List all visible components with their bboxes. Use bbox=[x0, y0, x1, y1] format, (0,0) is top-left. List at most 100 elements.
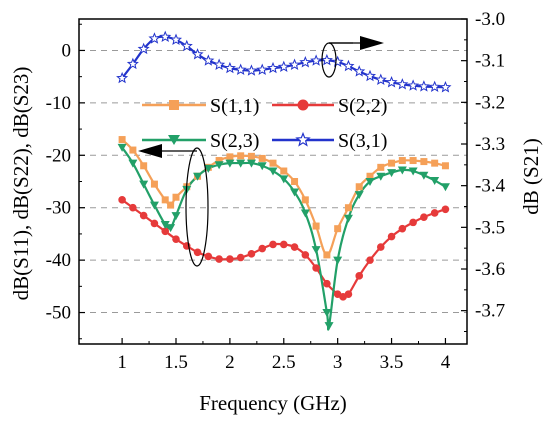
data-point-s23 bbox=[387, 169, 397, 178]
data-point-s11 bbox=[269, 159, 277, 167]
left-y-tick-label: -50 bbox=[46, 303, 71, 324]
data-point-s11 bbox=[140, 162, 148, 170]
data-point-s23 bbox=[203, 164, 213, 173]
legend-item-s31: S(3,1) bbox=[272, 130, 387, 152]
x-tick-label: 2 bbox=[225, 352, 235, 373]
legend-item-s23: S(2,3) bbox=[142, 130, 259, 152]
data-point-s23 bbox=[225, 159, 235, 168]
data-point-s23 bbox=[376, 172, 386, 181]
right-axis-arrow-head bbox=[360, 36, 384, 50]
series-line-s23 bbox=[121, 146, 446, 331]
data-point-s11 bbox=[237, 152, 245, 160]
data-point-s31 bbox=[234, 63, 247, 75]
data-point-s22 bbox=[323, 279, 331, 288]
data-point-s23 bbox=[311, 246, 321, 255]
data-point-s31 bbox=[342, 59, 355, 72]
data-point-s31 bbox=[310, 54, 323, 66]
right-y-axis-title: dB (S21) bbox=[519, 138, 543, 214]
data-point-s31 bbox=[116, 71, 129, 84]
data-point-s22 bbox=[172, 235, 180, 243]
left-y-tick-label: -40 bbox=[46, 250, 71, 271]
legend-label-s23: S(2,3) bbox=[210, 130, 259, 152]
data-point-s11 bbox=[247, 152, 255, 160]
data-point-s23 bbox=[290, 188, 300, 197]
x-tick-label: 3.5 bbox=[380, 352, 404, 373]
data-point-s23 bbox=[333, 256, 343, 265]
data-point-s31 bbox=[299, 55, 312, 68]
data-point-s23 bbox=[246, 159, 256, 168]
left-y-axis-title: dB(S11), dB(S22), dB(S23) bbox=[9, 67, 33, 301]
data-point-s31 bbox=[180, 39, 193, 52]
data-point-s31 bbox=[363, 69, 377, 82]
x-axis-ticks: 1 1.5 2 2.5 3 3.5 4 bbox=[117, 338, 451, 373]
right-y-tick-label: -3.2 bbox=[475, 92, 505, 113]
data-point-s31 bbox=[191, 48, 204, 60]
left-y-tick-label: -10 bbox=[46, 93, 71, 114]
axis-annotations bbox=[138, 36, 384, 267]
data-point-s22 bbox=[376, 243, 385, 251]
data-point-s22 bbox=[236, 253, 245, 262]
legend-item-s22: S(2,2) bbox=[272, 95, 387, 117]
left-axis-arrow-head bbox=[138, 144, 162, 158]
left-y-tick-label: -20 bbox=[46, 145, 71, 166]
data-point-s23 bbox=[268, 167, 278, 176]
data-point-s11 bbox=[280, 167, 288, 175]
data-point-s11 bbox=[312, 222, 320, 230]
data-point-s23 bbox=[408, 167, 418, 176]
data-point-s31 bbox=[353, 65, 366, 77]
data-point-s23 bbox=[149, 201, 159, 210]
data-point-s11 bbox=[366, 172, 374, 180]
data-point-s23 bbox=[430, 176, 440, 185]
data-point-s11 bbox=[258, 154, 266, 162]
data-point-s31 bbox=[213, 58, 226, 70]
data-point-s11 bbox=[118, 136, 126, 144]
data-point-s31 bbox=[266, 61, 280, 74]
data-point-s11 bbox=[398, 157, 406, 165]
data-point-s11 bbox=[334, 225, 342, 233]
data-point-s23 bbox=[160, 220, 170, 229]
series-line-s11 bbox=[121, 138, 446, 256]
data-point-s22 bbox=[398, 224, 407, 233]
data-point-s22 bbox=[118, 196, 126, 204]
legend-label-s11: S(1,1) bbox=[210, 95, 259, 117]
data-point-s31 bbox=[223, 61, 236, 74]
data-point-s22 bbox=[441, 205, 450, 214]
right-y-tick-label: -3.4 bbox=[475, 176, 506, 197]
data-point-s22 bbox=[226, 255, 234, 263]
left-axis-ellipse bbox=[185, 147, 209, 267]
left-y-tick-label: -30 bbox=[46, 198, 71, 219]
data-point-s22 bbox=[420, 213, 428, 221]
data-point-s23 bbox=[171, 212, 181, 221]
data-point-s22 bbox=[430, 209, 439, 217]
data-point-s11 bbox=[161, 196, 169, 204]
data-point-s11 bbox=[291, 178, 299, 185]
left-y-axis-ticks: 0 -10 -20 -30 -40 -50 bbox=[46, 23, 85, 340]
data-point-s22 bbox=[215, 255, 223, 263]
right-y-tick-label: -3.0 bbox=[475, 9, 505, 30]
data-point-s11 bbox=[301, 196, 309, 204]
data-point-s31 bbox=[417, 80, 430, 92]
data-point-s31 bbox=[148, 32, 161, 44]
data-point-s22 bbox=[290, 243, 299, 251]
data-point-s23 bbox=[128, 159, 138, 168]
data-point-s11 bbox=[226, 153, 234, 161]
grid-lines bbox=[79, 49, 467, 314]
data-point-s31 bbox=[374, 73, 387, 85]
data-point-s11 bbox=[215, 157, 223, 165]
data-point-s31 bbox=[159, 30, 172, 43]
data-point-s23 bbox=[354, 191, 364, 200]
data-point-s11 bbox=[323, 251, 331, 259]
right-y-tick-label: -3.5 bbox=[475, 217, 505, 238]
data-point-s31 bbox=[126, 57, 139, 70]
data-point-s22 bbox=[387, 232, 396, 241]
data-point-s31 bbox=[385, 75, 398, 88]
data-point-s31 bbox=[428, 80, 441, 93]
data-point-s22 bbox=[301, 251, 310, 259]
legend-label-s22: S(2,2) bbox=[338, 95, 387, 117]
data-point-s11 bbox=[377, 163, 385, 171]
data-point-s11 bbox=[431, 159, 439, 167]
data-point-s22 bbox=[204, 252, 213, 261]
right-y-axis-ticks: -3.0 -3.1 -3.2 -3.3 -3.4 -3.5 -3.6 -3.7 bbox=[461, 9, 506, 332]
data-point-s31 bbox=[277, 60, 290, 73]
